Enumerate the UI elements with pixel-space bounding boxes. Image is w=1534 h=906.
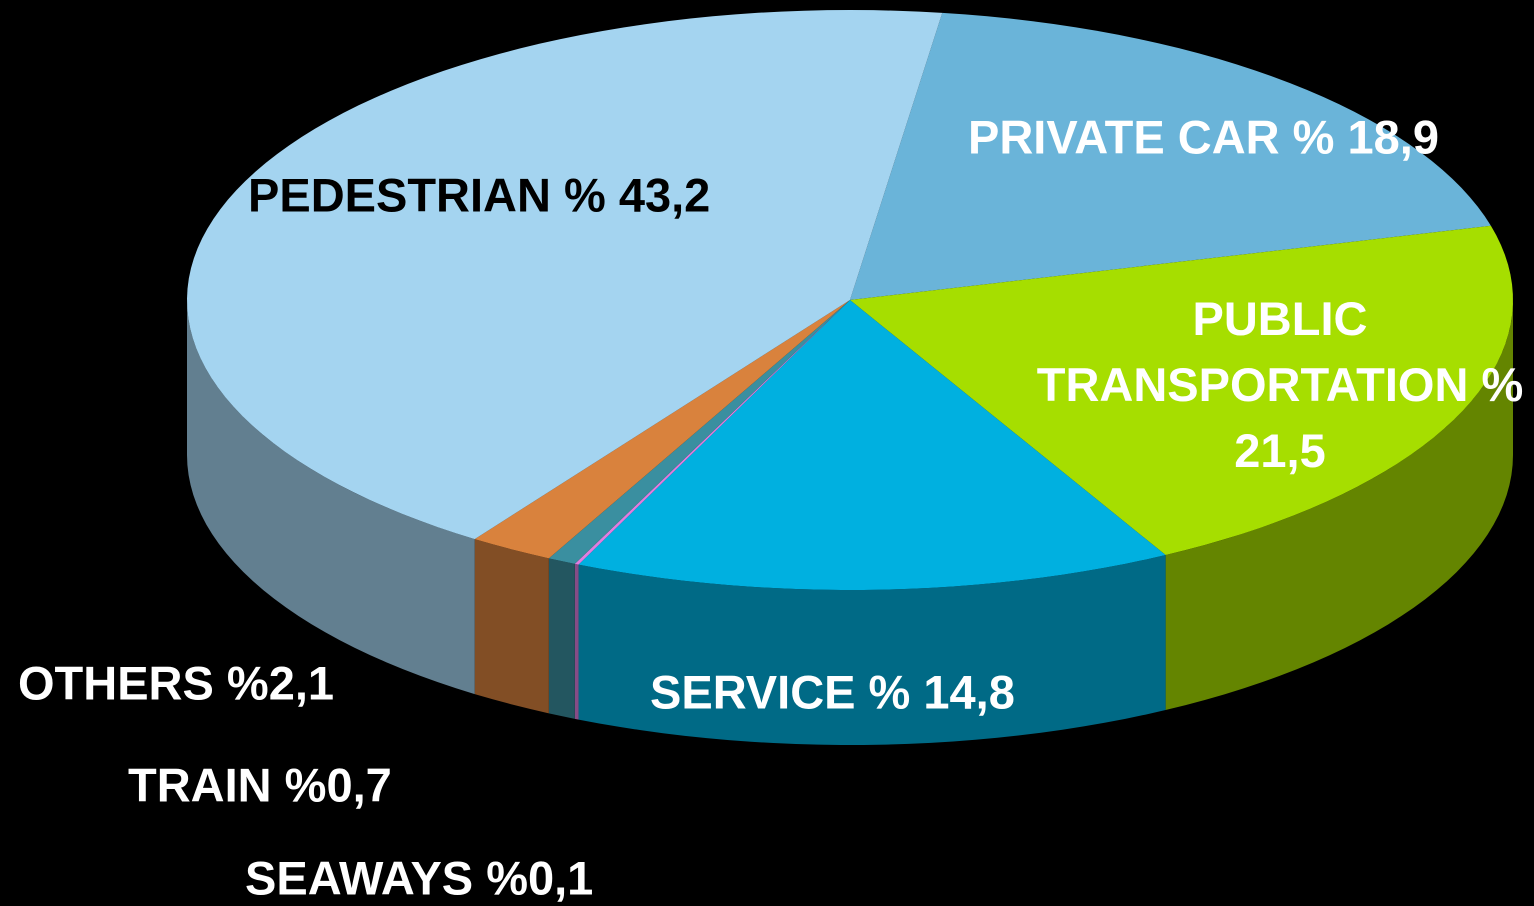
- slice: [548, 300, 850, 564]
- slice-label: PEDESTRIAN % 43,2: [248, 168, 711, 222]
- slice: [187, 10, 943, 540]
- slice: [850, 225, 1513, 556]
- slice-side: [474, 539, 549, 714]
- slice-label: OTHERS %2,1: [18, 656, 335, 710]
- slice-side: [578, 555, 1166, 745]
- slice-label: PRIVATE CAR % 18,9: [968, 110, 1439, 164]
- slice: [574, 300, 850, 565]
- slice-side: [548, 558, 575, 719]
- slice-label: TRAIN %0,7: [128, 758, 392, 812]
- slice-side: [1165, 300, 1513, 711]
- slice-label: SEAWAYS %0,1: [245, 851, 594, 905]
- slice: [474, 300, 850, 559]
- slice-side: [187, 300, 475, 695]
- slice-label: PUBLIC TRANSPORTATION % 21,5: [1036, 292, 1524, 477]
- slice-label: SERVICE % 14,8: [650, 665, 1015, 719]
- slice: [850, 12, 1491, 300]
- slice: [578, 300, 1166, 590]
- slice-side: [574, 563, 579, 720]
